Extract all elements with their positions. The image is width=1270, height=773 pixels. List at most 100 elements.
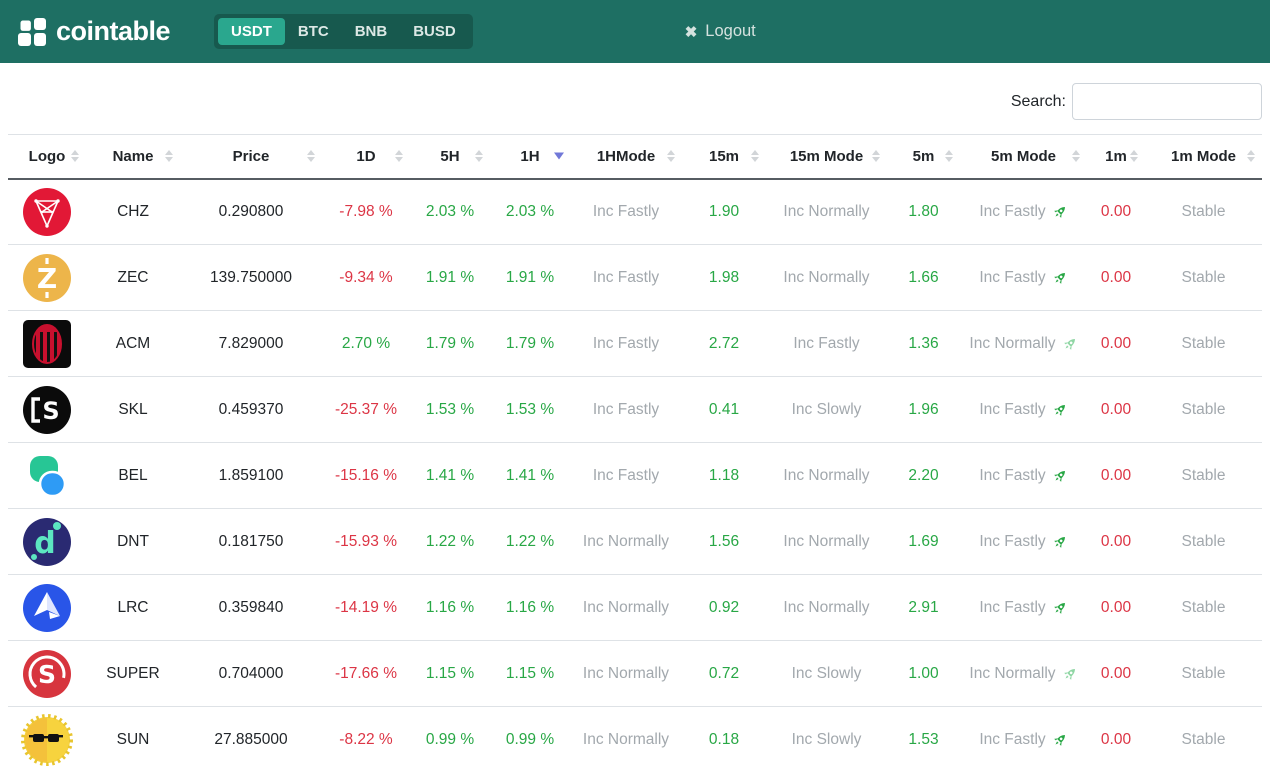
cell-name: SUN bbox=[86, 706, 180, 773]
acmilan-logo bbox=[21, 318, 73, 370]
cell-m1: 0.00 bbox=[1087, 178, 1145, 245]
cell-m5mode: Inc Fastly bbox=[960, 244, 1087, 311]
cell-m15mode: Inc Normally bbox=[766, 508, 887, 575]
search-label: Search: bbox=[1010, 92, 1066, 110]
cell-m5: 1.66 bbox=[887, 244, 960, 311]
table-header-row: Logo Name Price 1D 5H 1H 1HMode 15m 15m Mode 5m 5m… bbox=[8, 134, 1262, 180]
cell-m1: 0.00 bbox=[1087, 508, 1145, 575]
cell-name: SUPER bbox=[86, 640, 180, 707]
rocket-icon-green bbox=[1052, 732, 1068, 748]
sort-desc-icon bbox=[554, 152, 564, 160]
cell-m15mode: Inc Slowly bbox=[766, 706, 887, 773]
cell-m1: 0.00 bbox=[1087, 706, 1145, 773]
column-header-m15[interactable]: 15m bbox=[682, 134, 766, 180]
table-row-chz: CHZ 0.290800 -7.98 % 2.03 % 2.03 % Inc Fastly… bbox=[8, 178, 1262, 245]
cell-m5: 1.96 bbox=[887, 376, 960, 443]
cell-name: LRC bbox=[86, 574, 180, 641]
cell-logo bbox=[8, 310, 86, 377]
cell-h1: 1.22 % bbox=[490, 508, 570, 575]
column-header-m15mode[interactable]: 15m Mode bbox=[766, 134, 887, 180]
cell-d1: -15.16 % bbox=[322, 442, 410, 509]
table-row-skl: S SKL 0.459370 -25.37 % 1.53 % 1.53 % Inc Fast… bbox=[8, 376, 1262, 443]
table-row-acm: ACM 7.829000 2.70 % 1.79 % 1.79 % Inc Fastly 2… bbox=[8, 310, 1262, 377]
cell-name: SKL bbox=[86, 376, 180, 443]
tab-busd[interactable]: BUSD bbox=[413, 23, 456, 40]
sun-logo bbox=[21, 713, 73, 766]
loopring-logo bbox=[21, 582, 73, 634]
logout-label: Logout bbox=[705, 22, 756, 40]
cell-m1: 0.00 bbox=[1087, 310, 1145, 377]
cell-m5mode: Inc Normally bbox=[960, 640, 1087, 707]
cell-name: BEL bbox=[86, 442, 180, 509]
cell-logo bbox=[8, 178, 86, 245]
cell-m15: 1.90 bbox=[682, 178, 766, 245]
cell-m5mode: Inc Normally bbox=[960, 310, 1087, 377]
cell-m5: 1.69 bbox=[887, 508, 960, 575]
cell-m5: 1.36 bbox=[887, 310, 960, 377]
cell-price: 7.829000 bbox=[180, 310, 322, 377]
cell-h1: 0.99 % bbox=[490, 706, 570, 773]
column-header-m1[interactable]: 1m bbox=[1087, 134, 1145, 180]
mode-text: Inc Normally bbox=[969, 664, 1056, 682]
cell-h1mode: Inc Fastly bbox=[570, 310, 682, 377]
brand[interactable]: cointable bbox=[18, 16, 171, 47]
cell-name: CHZ bbox=[86, 178, 180, 245]
column-header-name[interactable]: Name bbox=[86, 134, 180, 180]
cell-d1: -7.98 % bbox=[322, 178, 410, 245]
column-header-h1[interactable]: 1H bbox=[490, 134, 570, 180]
column-header-logo[interactable]: Logo bbox=[8, 134, 86, 180]
table-row-super: S SUPER 0.704000 -17.66 % 1.15 % 1.15 % Inc No… bbox=[8, 640, 1262, 707]
logout-button[interactable]: ✖ Logout bbox=[685, 22, 756, 41]
cell-h1: 2.03 % bbox=[490, 178, 570, 245]
column-label: 15m Mode bbox=[789, 147, 864, 165]
tab-btc[interactable]: BTC bbox=[297, 23, 329, 40]
cell-h1mode: Inc Fastly bbox=[570, 376, 682, 443]
rocket-icon-green bbox=[1052, 600, 1068, 616]
column-header-m5[interactable]: 5m bbox=[887, 134, 960, 180]
cell-d1: -25.37 % bbox=[322, 376, 410, 443]
column-header-price[interactable]: Price bbox=[180, 134, 322, 180]
brand-name: cointable bbox=[56, 16, 171, 46]
cell-price: 0.181750 bbox=[180, 508, 322, 575]
cell-m5: 1.80 bbox=[887, 178, 960, 245]
column-label: 5H bbox=[440, 147, 460, 165]
cell-h1mode: Inc Fastly bbox=[570, 178, 682, 245]
cell-m1mode: Stable bbox=[1145, 442, 1262, 509]
cell-m15: 0.41 bbox=[682, 376, 766, 443]
cell-m15mode: Inc Normally bbox=[766, 574, 887, 641]
skale-logo: S bbox=[21, 384, 73, 436]
cell-h5: 1.53 % bbox=[410, 376, 490, 443]
app-header: cointable USDT BTC BNB BUSD ✖ Logout bbox=[0, 0, 1270, 63]
sort-both-icon bbox=[945, 150, 953, 163]
column-header-h5[interactable]: 5H bbox=[410, 134, 490, 180]
search-input[interactable] bbox=[1072, 83, 1262, 120]
cell-m15: 1.18 bbox=[682, 442, 766, 509]
cell-logo bbox=[8, 442, 86, 509]
zcash-logo: Z bbox=[21, 252, 73, 304]
cell-h1mode: Inc Fastly bbox=[570, 442, 682, 509]
cell-m1mode: Stable bbox=[1145, 574, 1262, 641]
cell-m15mode: Inc Normally bbox=[766, 178, 887, 245]
mode-text: Inc Fastly bbox=[979, 532, 1046, 550]
cell-m5mode: Inc Fastly bbox=[960, 442, 1087, 509]
column-label: Logo bbox=[28, 147, 66, 165]
column-header-d1[interactable]: 1D bbox=[322, 134, 410, 180]
column-header-h1mode[interactable]: 1HMode bbox=[570, 134, 682, 180]
cell-m5: 2.91 bbox=[887, 574, 960, 641]
svg-text:S: S bbox=[38, 660, 56, 689]
column-label: 5m bbox=[912, 147, 935, 165]
cell-name: ZEC bbox=[86, 244, 180, 311]
cell-logo bbox=[8, 706, 86, 773]
rocket-icon-light-green bbox=[1062, 336, 1078, 352]
cell-d1: 2.70 % bbox=[322, 310, 410, 377]
table-row-zec: Z ZEC 139.750000 -9.34 % 1.91 % 1.91 % Inc Fas… bbox=[8, 244, 1262, 311]
cell-price: 27.885000 bbox=[180, 706, 322, 773]
column-header-m5mode[interactable]: 5m Mode bbox=[960, 134, 1087, 180]
tab-bnb[interactable]: BNB bbox=[354, 23, 388, 40]
column-label: Price bbox=[232, 147, 270, 165]
cell-h5: 0.99 % bbox=[410, 706, 490, 773]
column-header-m1mode[interactable]: 1m Mode bbox=[1145, 134, 1262, 180]
quote-currency-tabs: USDT BTC BNB BUSD bbox=[214, 14, 473, 49]
cell-d1: -9.34 % bbox=[322, 244, 410, 311]
tab-usdt[interactable]: USDT bbox=[218, 18, 285, 45]
